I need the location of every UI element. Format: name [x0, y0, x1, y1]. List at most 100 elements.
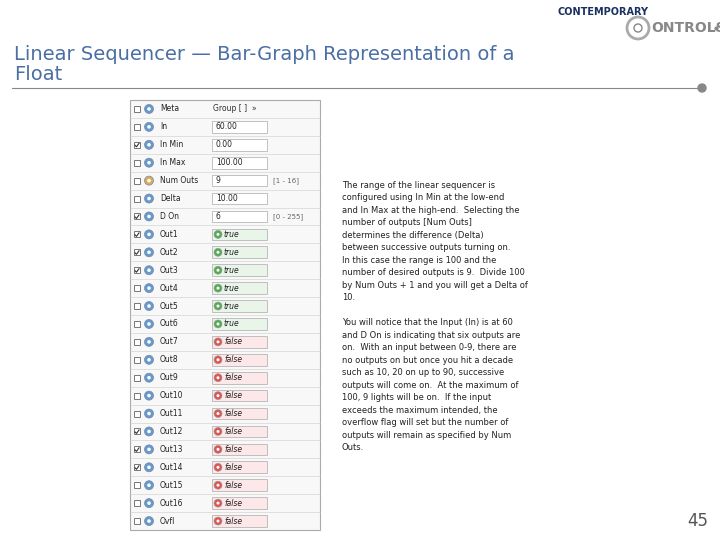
Circle shape: [217, 305, 220, 308]
Circle shape: [145, 194, 153, 203]
Text: Out15: Out15: [160, 481, 184, 490]
Circle shape: [214, 463, 222, 471]
Bar: [134, 410, 140, 416]
Bar: [212, 443, 267, 455]
Circle shape: [147, 465, 150, 469]
Text: true: true: [224, 301, 240, 310]
Text: 6: 6: [216, 212, 221, 221]
Circle shape: [145, 140, 153, 149]
Circle shape: [145, 284, 153, 293]
Text: Out14: Out14: [160, 463, 184, 472]
Circle shape: [145, 266, 153, 275]
Circle shape: [698, 84, 706, 92]
Bar: [212, 408, 267, 420]
Text: [1 - 16]: [1 - 16]: [273, 177, 299, 184]
Circle shape: [147, 483, 150, 487]
Text: on.  With an input between 0-9, there are: on. With an input between 0-9, there are: [342, 343, 516, 352]
Circle shape: [214, 392, 222, 400]
Text: false: false: [224, 481, 242, 490]
Bar: [212, 372, 267, 383]
Circle shape: [214, 248, 222, 256]
Circle shape: [147, 233, 150, 236]
Bar: [134, 447, 140, 453]
Text: false: false: [224, 445, 242, 454]
Text: false: false: [224, 409, 242, 418]
Text: Out10: Out10: [160, 391, 184, 400]
Circle shape: [145, 301, 153, 310]
Circle shape: [147, 286, 150, 290]
Circle shape: [145, 176, 153, 185]
Text: In Min: In Min: [160, 140, 184, 149]
Circle shape: [147, 161, 150, 165]
Circle shape: [145, 427, 153, 436]
Text: 100.00: 100.00: [216, 158, 243, 167]
Bar: [212, 480, 267, 491]
Circle shape: [145, 320, 153, 328]
Text: ONTROLS: ONTROLS: [651, 21, 720, 35]
Circle shape: [217, 412, 220, 415]
Bar: [134, 178, 140, 184]
Text: true: true: [224, 266, 240, 275]
Text: true: true: [224, 320, 240, 328]
Text: Out5: Out5: [160, 301, 179, 310]
Bar: [212, 300, 267, 312]
Bar: [212, 354, 267, 366]
Text: Out9: Out9: [160, 373, 179, 382]
Text: Out2: Out2: [160, 248, 179, 257]
Bar: [134, 249, 140, 255]
Circle shape: [214, 428, 222, 435]
Circle shape: [145, 409, 153, 418]
Text: and D On is indicating that six outputs are: and D On is indicating that six outputs …: [342, 330, 521, 340]
Text: true: true: [224, 248, 240, 257]
Text: number of outputs [Num Outs]: number of outputs [Num Outs]: [342, 218, 472, 227]
Circle shape: [145, 481, 153, 490]
Circle shape: [147, 179, 150, 183]
Text: 0.00: 0.00: [216, 140, 233, 149]
Text: configured using In Min at the low-end: configured using In Min at the low-end: [342, 193, 505, 202]
Bar: [134, 160, 140, 166]
Text: false: false: [224, 427, 242, 436]
Bar: [212, 390, 267, 401]
Text: The range of the linear sequencer is: The range of the linear sequencer is: [342, 180, 495, 190]
Bar: [134, 482, 140, 488]
Bar: [212, 246, 267, 258]
Text: between successive outputs turning on.: between successive outputs turning on.: [342, 243, 510, 252]
Text: false: false: [224, 463, 242, 472]
Circle shape: [214, 517, 222, 525]
Circle shape: [145, 517, 153, 525]
Text: 60.00: 60.00: [216, 123, 238, 131]
Circle shape: [147, 501, 150, 505]
Bar: [130, 100, 320, 530]
Text: Linear Sequencer — Bar-Graph Representation of a: Linear Sequencer — Bar-Graph Representat…: [14, 45, 515, 64]
Bar: [212, 265, 267, 276]
Circle shape: [147, 322, 150, 326]
Bar: [134, 357, 140, 363]
Bar: [212, 139, 267, 151]
Circle shape: [145, 104, 153, 113]
Circle shape: [217, 233, 220, 236]
Text: overflow flag will set but the number of: overflow flag will set but the number of: [342, 418, 508, 427]
Bar: [134, 267, 140, 273]
Text: Out7: Out7: [160, 338, 179, 346]
Text: 10.: 10.: [342, 293, 355, 302]
Circle shape: [147, 358, 150, 362]
Circle shape: [147, 251, 150, 254]
Text: false: false: [224, 355, 242, 364]
Text: Num Outs: Num Outs: [160, 176, 198, 185]
Circle shape: [147, 197, 150, 200]
Circle shape: [217, 519, 220, 523]
Circle shape: [147, 125, 150, 129]
Circle shape: [147, 411, 150, 415]
Circle shape: [147, 268, 150, 272]
Bar: [212, 175, 267, 186]
Text: Float: Float: [14, 65, 62, 84]
Circle shape: [145, 123, 153, 131]
Circle shape: [217, 269, 220, 272]
Text: number of desired outputs is 9.  Divide 100: number of desired outputs is 9. Divide 1…: [342, 268, 525, 277]
Circle shape: [214, 409, 222, 417]
Text: true: true: [224, 230, 240, 239]
Text: Out11: Out11: [160, 409, 184, 418]
Bar: [212, 121, 267, 133]
Circle shape: [217, 322, 220, 326]
Text: Out8: Out8: [160, 355, 179, 364]
